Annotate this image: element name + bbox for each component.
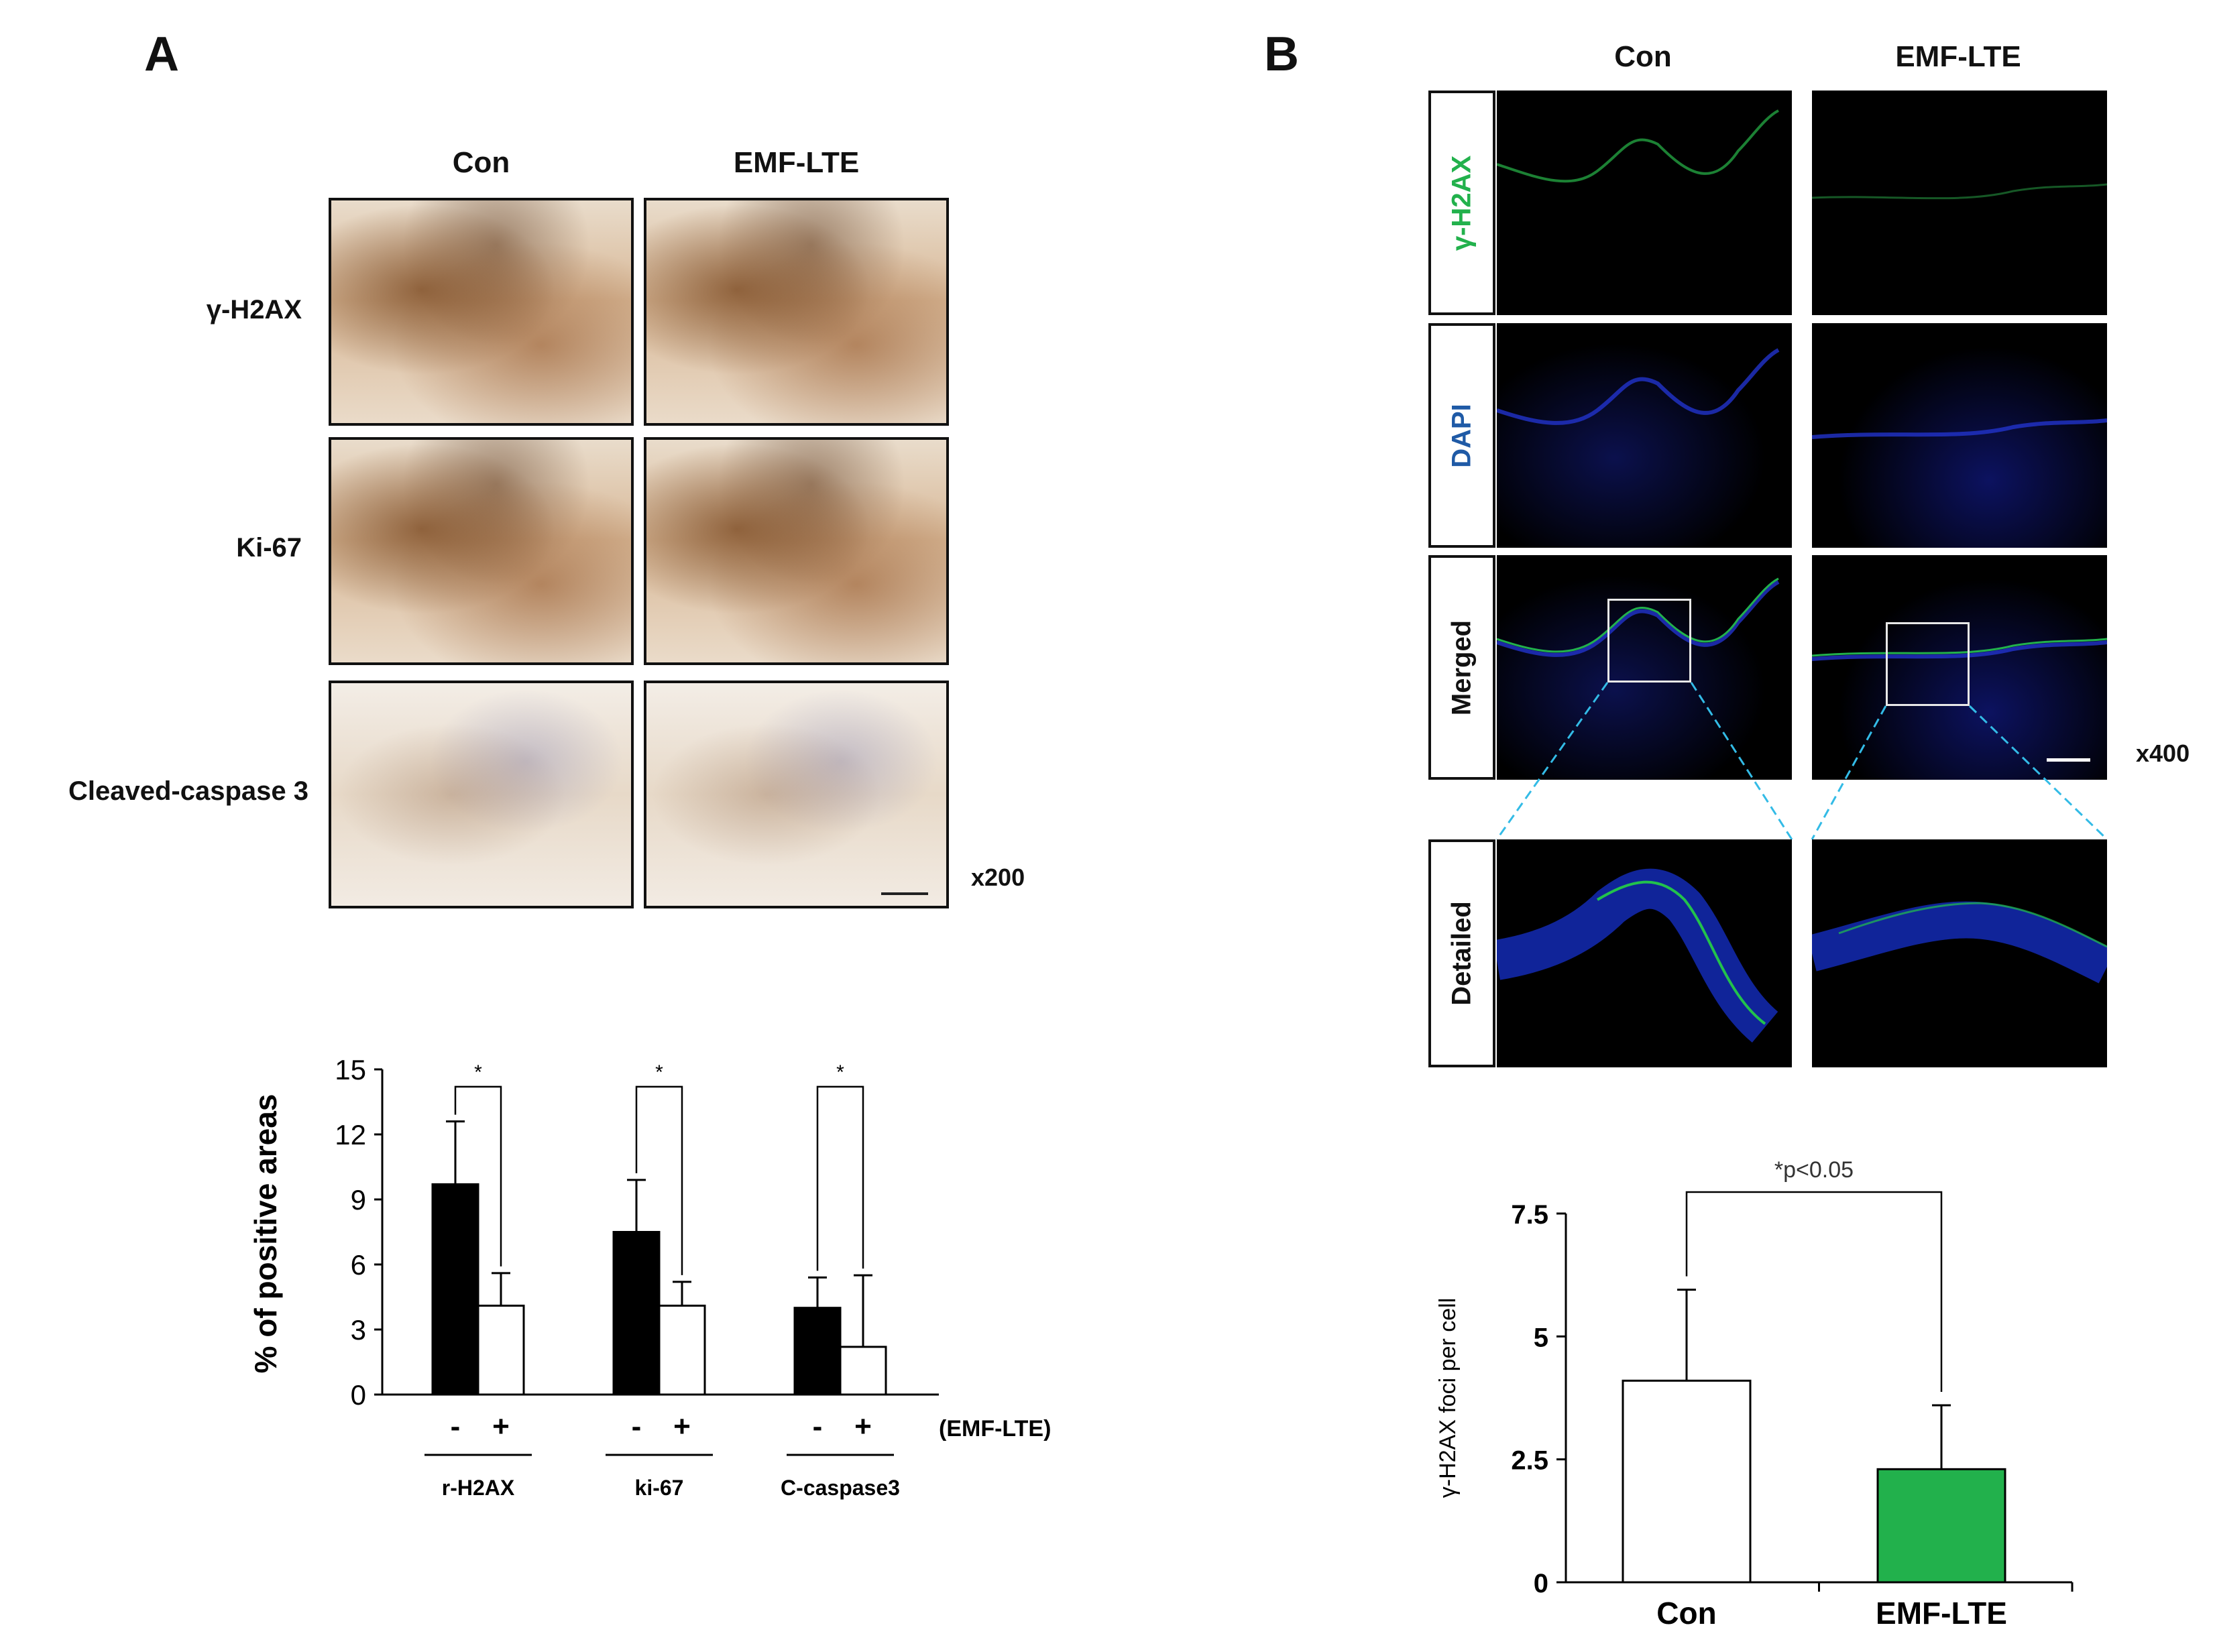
y-tick-label: 6 <box>351 1249 366 1281</box>
fluor-image-emf-detailed <box>1812 839 2107 1067</box>
scale-bar <box>881 892 928 895</box>
bar <box>431 1183 479 1396</box>
group-label: C-caspase3 <box>781 1476 900 1500</box>
bar <box>1622 1379 1752 1584</box>
y-tick-label: 0 <box>1534 1569 1548 1598</box>
group-label: r-H2AX <box>442 1476 515 1500</box>
panel-a-letter: A <box>144 27 179 81</box>
ihc-image-emf-ki67 <box>644 437 949 665</box>
bar <box>477 1304 525 1396</box>
y-tick-label: 9 <box>351 1184 366 1216</box>
fluor-image-con-h2ax <box>1497 91 1792 315</box>
zoom-region-con <box>1607 599 1691 683</box>
significance-marker: * <box>655 1061 663 1083</box>
chart-b: 0 2.5 5 7.5 γ-H2AX foci per cell Con EMF-LTE *p… <box>1435 1157 2074 1631</box>
significance-marker: * <box>836 1061 844 1083</box>
ihc-image-emf-caspase <box>644 681 949 908</box>
treatment-tick-label: - <box>451 1410 461 1443</box>
panel-a-col-con: Con <box>452 146 510 179</box>
treatment-tick-label: - <box>813 1410 823 1443</box>
row-label-box-detailed: Detailed <box>1428 839 1495 1067</box>
panel-a-row-caspase: Cleaved-caspase 3 <box>68 776 308 806</box>
group-label: ki-67 <box>635 1476 684 1500</box>
fluor-image-emf-h2ax <box>1812 91 2107 315</box>
y-tick-label: 7.5 <box>1511 1200 1548 1230</box>
treatment-tick-label: + <box>673 1410 691 1443</box>
panel-b-magnification: x400 <box>2136 740 2190 767</box>
ihc-image-con-caspase <box>329 681 634 908</box>
y-tick-label: 2.5 <box>1511 1446 1548 1476</box>
fluor-image-con-merged <box>1497 555 1792 780</box>
fluor-image-emf-merged <box>1812 555 2107 780</box>
y-tick-label: 12 <box>335 1119 366 1150</box>
row-label-box-h2ax: γ-H2AX <box>1428 91 1495 315</box>
fluor-image-con-detailed <box>1497 839 1792 1067</box>
treatment-tick-label: + <box>854 1410 872 1443</box>
panel-a-row-ki67: Ki-67 <box>236 533 302 563</box>
panel-b-letter: B <box>1264 27 1299 81</box>
zoom-region-emf <box>1886 622 1970 706</box>
y-tick-label: 5 <box>1534 1323 1548 1352</box>
significance-bracket <box>635 1085 683 1275</box>
scale-bar <box>2047 758 2090 762</box>
x-tick-label: Con <box>1656 1596 1716 1631</box>
bar <box>1876 1468 2006 1584</box>
ihc-image-con-h2ax <box>329 198 634 426</box>
y-tick-label: 3 <box>351 1314 366 1346</box>
bar <box>793 1307 842 1396</box>
ihc-image-emf-h2ax <box>644 198 949 426</box>
treatment-tick-label: - <box>632 1410 642 1443</box>
significance-marker: * <box>474 1061 482 1083</box>
treatment-tick-label: + <box>492 1410 510 1443</box>
panel-a-magnification: x200 <box>971 864 1025 891</box>
bar <box>658 1304 706 1396</box>
y-tick-label: 0 <box>351 1379 366 1411</box>
panel-b-col-con: Con <box>1614 40 1672 73</box>
row-label-box-dapi: DAPI <box>1428 323 1495 548</box>
panel-a-col-emf: EMF-LTE <box>733 146 860 179</box>
fluor-image-con-dapi <box>1497 323 1792 548</box>
bar <box>839 1346 887 1396</box>
treatment-label: (EMF-LTE) <box>939 1416 1051 1441</box>
row-label-box-merged: Merged <box>1428 555 1495 780</box>
y-tick-label: 15 <box>335 1054 366 1085</box>
fluor-image-emf-dapi <box>1812 323 2107 548</box>
significance-label: *p<0.05 <box>1774 1157 1854 1183</box>
x-tick-label: EMF-LTE <box>1876 1596 2007 1631</box>
y-axis-label: γ-H2AX foci per cell <box>1435 1298 1461 1498</box>
significance-bracket <box>454 1085 502 1266</box>
ihc-image-con-ki67 <box>329 437 634 665</box>
y-axis-label: % of positive areas <box>248 1094 283 1374</box>
panel-a-row-h2ax: γ-H2AX <box>206 295 302 324</box>
panel-b-col-emf: EMF-LTE <box>1895 40 2021 73</box>
significance-bracket <box>1685 1191 1943 1392</box>
significance-bracket <box>816 1085 864 1271</box>
